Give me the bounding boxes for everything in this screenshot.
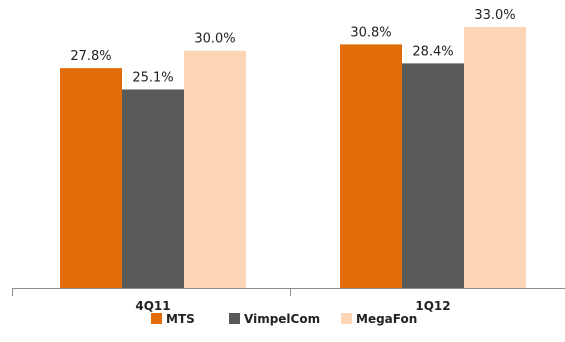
bar-megafon-1q12 bbox=[464, 27, 526, 288]
bar-mts-1q12 bbox=[340, 44, 402, 289]
bar-megafon-4q11 bbox=[184, 50, 246, 289]
legend-label-megafon: MegaFon bbox=[356, 312, 417, 326]
category-label-1q12: 1Q12 bbox=[415, 299, 450, 313]
data-labels-group: 27.8% 25.1% 30.0% 30.8% 28.4% 33.0% bbox=[70, 8, 515, 85]
legend-swatch-vimpelcom bbox=[229, 313, 240, 324]
x-axis-ticks bbox=[12, 288, 291, 296]
legend-swatch-mts bbox=[151, 313, 162, 324]
legend-swatch-megafon bbox=[341, 313, 352, 324]
bar-mts-4q11 bbox=[60, 68, 122, 288]
bar-vimpelcom-1q12 bbox=[402, 63, 464, 288]
category-label-4q11: 4Q11 bbox=[135, 299, 170, 313]
data-label-megafon-4q11: 30.0% bbox=[194, 32, 235, 47]
category-labels-group: 4Q11 1Q12 bbox=[135, 299, 450, 313]
legend-label-vimpelcom: VimpelCom bbox=[244, 312, 320, 326]
data-label-megafon-1q12: 33.0% bbox=[474, 8, 515, 23]
bar-vimpelcom-4q11 bbox=[122, 89, 184, 289]
bars-group bbox=[60, 27, 526, 289]
data-label-mts-4q11: 27.8% bbox=[70, 49, 111, 64]
data-label-vimpelcom-1q12: 28.4% bbox=[412, 44, 453, 59]
legend-label-mts: MTS bbox=[166, 312, 195, 326]
data-label-vimpelcom-4q11: 25.1% bbox=[132, 70, 173, 85]
data-label-mts-1q12: 30.8% bbox=[350, 25, 391, 40]
legend: MTS VimpelCom MegaFon bbox=[151, 312, 417, 326]
